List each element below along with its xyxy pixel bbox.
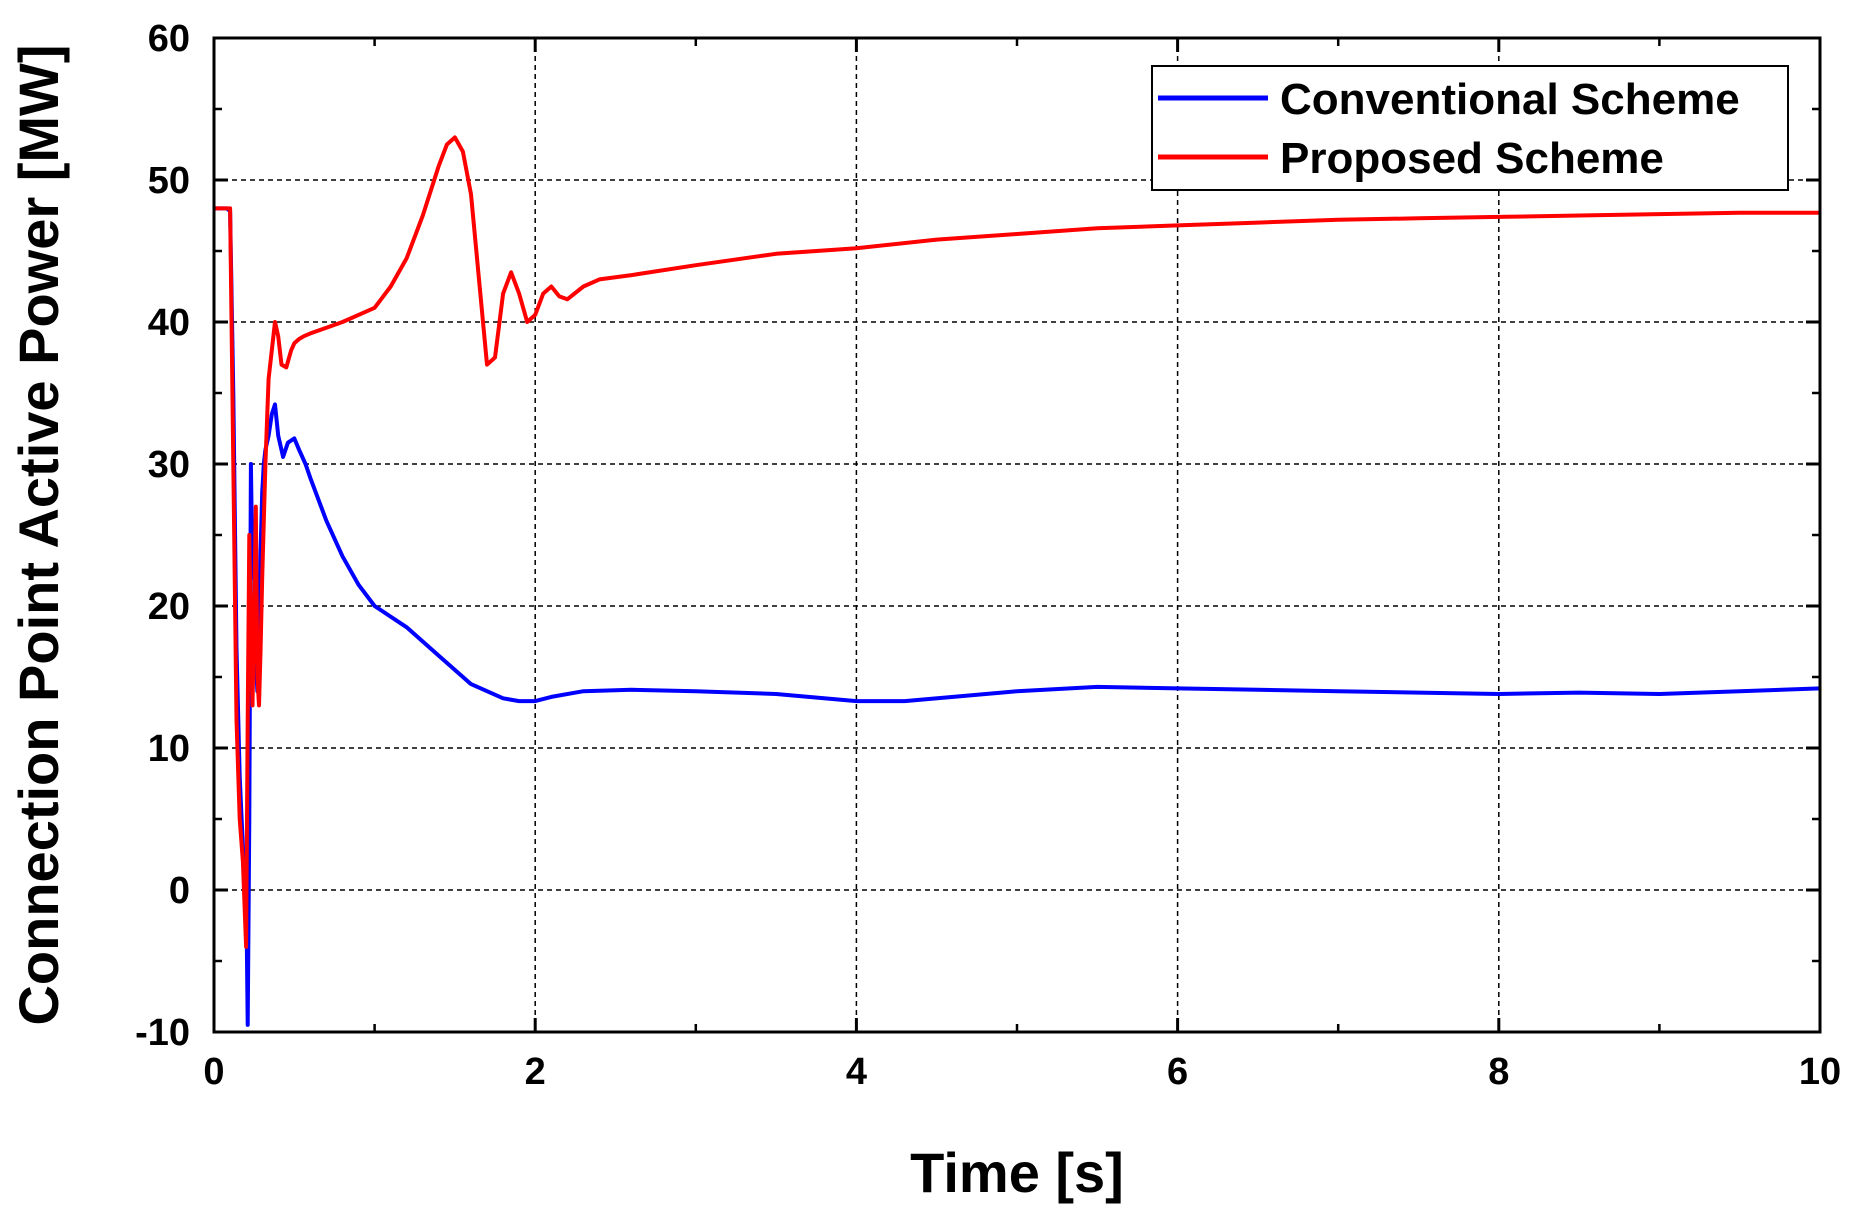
y-tick-label: -10 bbox=[135, 1012, 190, 1054]
grid bbox=[214, 38, 1820, 1032]
x-axis-title: Time [s] bbox=[910, 1141, 1124, 1204]
y-tick-label: 0 bbox=[169, 870, 190, 912]
y-tick-label: 60 bbox=[148, 18, 190, 60]
legend: Conventional Scheme Proposed Scheme bbox=[1151, 65, 1789, 191]
ticks bbox=[212, 36, 1822, 1034]
y-tick-label: 20 bbox=[148, 586, 190, 628]
x-tick-label: 2 bbox=[525, 1051, 546, 1093]
series-line-proposed-scheme bbox=[214, 135, 1820, 949]
x-tick-label: 4 bbox=[846, 1051, 867, 1093]
x-tick-label: 8 bbox=[1488, 1051, 1509, 1093]
series-layer bbox=[214, 135, 1820, 1027]
x-tick-label: 6 bbox=[1167, 1051, 1188, 1093]
x-tick-label: 0 bbox=[203, 1051, 224, 1093]
y-tick-label: 30 bbox=[148, 444, 190, 486]
y-tick-label: 10 bbox=[148, 728, 190, 770]
y-axis-title: Connection Point Active Power [MW] bbox=[7, 44, 70, 1025]
legend-box bbox=[1151, 65, 1789, 191]
legend-label-conventional: Conventional Scheme bbox=[1280, 75, 1740, 124]
y-tick-label: 50 bbox=[148, 160, 190, 202]
tick-labels: 0 2 4 6 8 10 -10 0 10 20 30 40 50 60 bbox=[135, 18, 1841, 1093]
y-tick-label: 40 bbox=[148, 302, 190, 344]
x-tick-label: 10 bbox=[1799, 1051, 1841, 1093]
legend-label-proposed: Proposed Scheme bbox=[1280, 134, 1664, 183]
